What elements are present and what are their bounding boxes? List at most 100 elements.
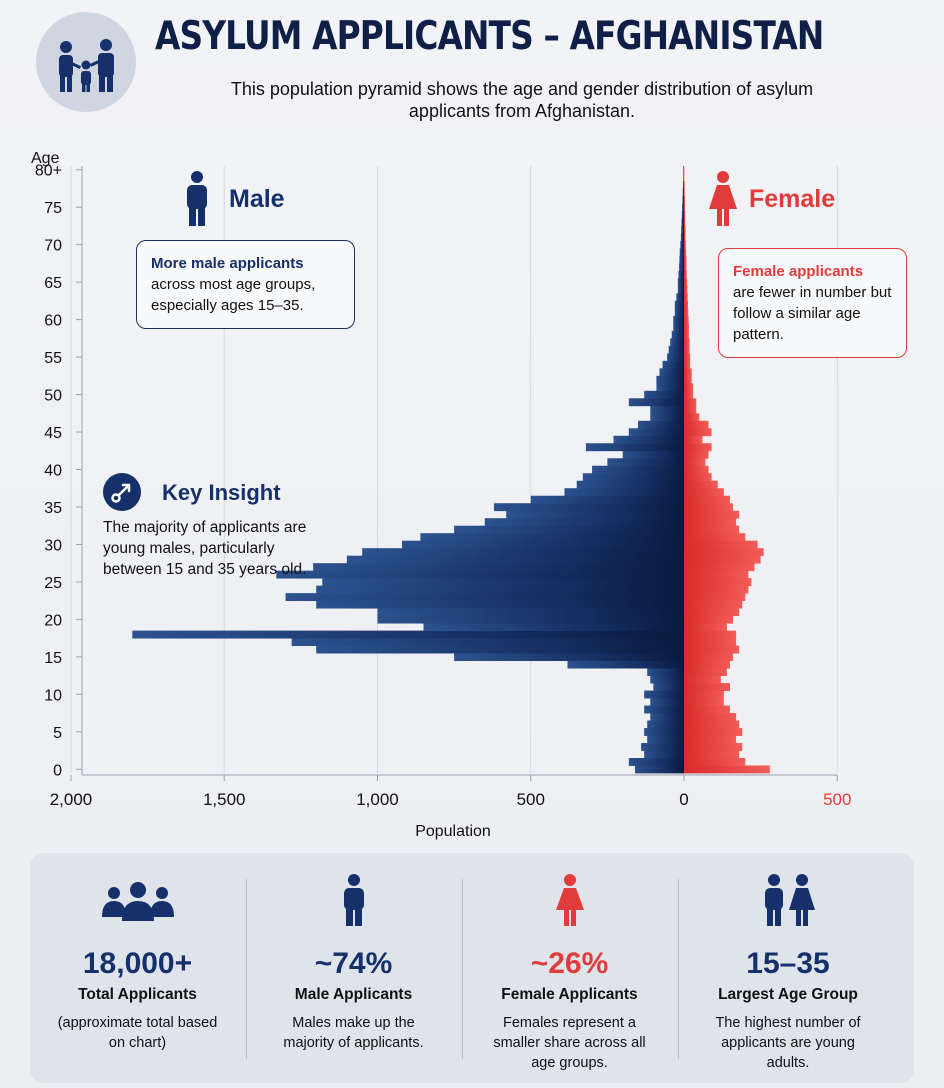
male-bar	[291, 638, 684, 647]
x-tick-label-female: 500	[823, 790, 851, 809]
male-bar	[506, 510, 684, 519]
male-bar	[628, 428, 684, 437]
male-person-icon	[187, 171, 207, 226]
female-bar	[684, 668, 727, 676]
female-bar	[684, 615, 734, 624]
male-bar	[576, 480, 684, 489]
male-bar	[650, 405, 684, 414]
family-icon	[36, 12, 136, 112]
female-bar	[684, 728, 743, 736]
female-bar	[684, 765, 770, 774]
male-bar	[679, 255, 684, 264]
female-bar	[684, 533, 746, 542]
male-bar	[454, 653, 684, 661]
male-bar	[682, 203, 684, 212]
male-bar	[681, 225, 684, 234]
female-bar	[684, 390, 694, 399]
male-bar	[659, 368, 684, 377]
stat-label: Female Applicants	[501, 986, 638, 1003]
female-bar	[684, 450, 709, 459]
divider	[246, 879, 247, 1059]
male-bar	[653, 683, 684, 691]
female-bar	[684, 345, 690, 354]
y-tick-label: 15	[44, 650, 62, 667]
x-tick-label-male: 2,000	[50, 790, 93, 809]
male-bar	[628, 758, 684, 766]
male-bar	[585, 443, 684, 452]
y-tick-label: 55	[44, 350, 62, 367]
female-bar	[684, 308, 689, 317]
male-bar	[673, 315, 684, 324]
female-bar	[684, 293, 688, 302]
male-bar	[683, 180, 684, 189]
female-bar	[684, 203, 685, 212]
female-bar	[684, 270, 687, 279]
female-bar	[684, 428, 712, 437]
male-bar	[681, 218, 684, 227]
female-bar	[684, 300, 688, 309]
male-bar	[644, 705, 684, 714]
female-bar	[684, 315, 689, 324]
stat-label: Male Applicants	[294, 986, 413, 1003]
x-tick-label-male: 1,500	[203, 790, 246, 809]
y-tick-label: 5	[53, 725, 62, 742]
female-bar	[684, 188, 685, 197]
male-bar	[679, 263, 684, 272]
female-bar	[684, 600, 743, 609]
stat-value: ~74%	[314, 947, 393, 980]
male-bar	[377, 615, 684, 624]
male-bar	[564, 488, 684, 497]
male-bar	[647, 720, 684, 729]
y-tick-label: 0	[53, 762, 62, 779]
male-callout-text: across most age groups, especially ages …	[151, 276, 316, 314]
female-bar	[684, 248, 687, 257]
female-bar	[684, 735, 737, 744]
male-bar	[402, 540, 684, 549]
female-bar	[684, 263, 687, 272]
male-bar	[662, 360, 684, 369]
stat-label: Total Applicants	[78, 986, 197, 1003]
female-bar	[684, 218, 686, 227]
male-bar	[132, 630, 685, 639]
female-bar	[684, 690, 724, 699]
female-bar	[684, 593, 746, 602]
female-callout-highlight: Female applicants	[733, 263, 864, 280]
female-bar	[684, 353, 691, 362]
stat-description: Females represent a smaller share across…	[493, 1015, 646, 1071]
female-bar	[684, 210, 686, 219]
female-bar	[684, 675, 721, 684]
y-tick-label: 30	[44, 537, 62, 554]
x-tick-label-male: 500	[517, 790, 545, 809]
stat-card-age-group: 15–35 Largest Age Group The highest numb…	[678, 853, 898, 1083]
female-bar	[684, 368, 692, 377]
female-callout-text: are fewer in number but follow a similar…	[733, 284, 892, 343]
male-person-icon	[246, 874, 461, 927]
male-bar	[650, 413, 684, 422]
female-bar	[684, 420, 709, 429]
female-bar	[684, 548, 764, 557]
male-bar	[313, 563, 684, 572]
male-bar	[607, 458, 684, 467]
male-bar	[683, 173, 684, 182]
female-bar	[684, 608, 740, 617]
female-bar	[684, 683, 730, 691]
female-bar	[684, 413, 700, 422]
male-callout: More male applicants across most age gro…	[136, 240, 355, 329]
stat-value: 15–35	[746, 947, 830, 980]
female-bar	[684, 458, 706, 467]
population-pyramid-chart: 0 5 10 15 20 25 30 35 40 45 50 55 60 65 70 75 80+Age 2,00…	[31, 150, 851, 840]
female-bar	[684, 278, 688, 287]
page-subtitle: This population pyramid shows the age an…	[230, 79, 814, 121]
male-bar	[678, 270, 684, 279]
divider	[678, 879, 679, 1059]
stat-description: Males make up the majority of applicants…	[283, 1015, 424, 1051]
male-bar	[682, 188, 684, 197]
stat-value: ~26%	[530, 947, 609, 980]
female-bar	[684, 645, 740, 654]
y-tick-label: 75	[44, 200, 62, 217]
female-bar	[684, 758, 746, 766]
y-tick-label: 25	[44, 575, 62, 592]
female-bar	[684, 743, 743, 751]
female-bar	[684, 720, 740, 729]
compass-icon	[103, 473, 141, 511]
